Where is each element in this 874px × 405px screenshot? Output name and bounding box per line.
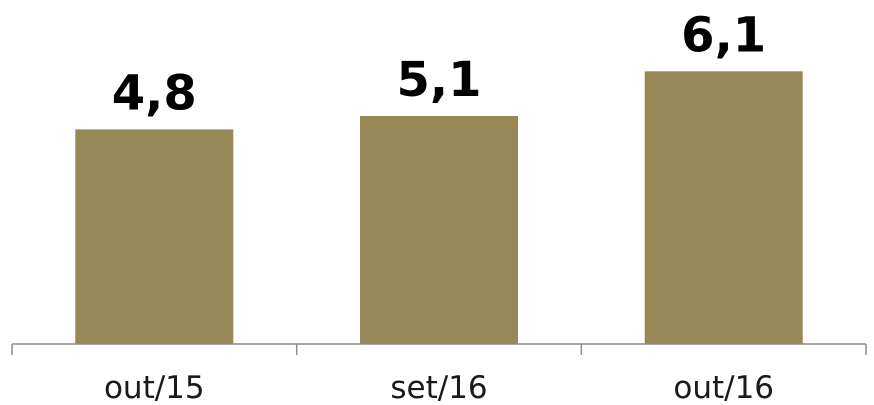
x-tick-label-out-16: out/16 — [673, 370, 774, 405]
bar-set-16 — [360, 116, 518, 344]
x-tick-label-set-16: set/16 — [390, 370, 487, 405]
value-label-out-15: 4,8 — [112, 65, 197, 121]
bars-group — [75, 71, 803, 345]
bar-out-16 — [644, 71, 803, 345]
bar-out-15 — [75, 129, 234, 344]
x-tick-labels-group: out/15 set/16 out/16 — [104, 370, 774, 405]
value-labels-group: 4,8 5,1 6,1 — [112, 7, 766, 121]
value-label-out-16: 6,1 — [681, 7, 766, 63]
value-label-set-16: 5,1 — [396, 52, 481, 108]
x-tick-label-out-15: out/15 — [104, 370, 205, 405]
x-axis — [11, 343, 867, 355]
